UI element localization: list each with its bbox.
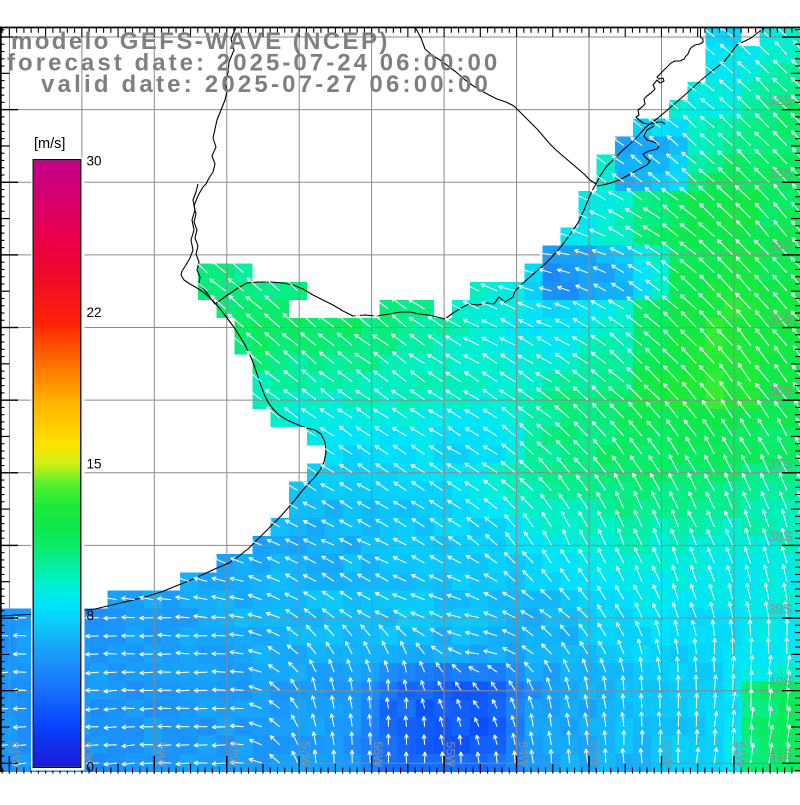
svg-text:forecast date: 2025-07-24 06:0: forecast date: 2025-07-24 06:00:00 xyxy=(7,50,500,77)
svg-text:61W: 61W xyxy=(9,742,23,768)
svg-text:35S: 35S xyxy=(768,311,793,326)
svg-text:0: 0 xyxy=(87,760,95,775)
svg-text:32S: 32S xyxy=(768,93,793,108)
svg-text:41S: 41S xyxy=(768,747,793,762)
svg-text:60W: 60W xyxy=(81,742,95,768)
svg-text:15: 15 xyxy=(87,457,102,472)
svg-text:8: 8 xyxy=(87,608,95,623)
svg-text:58W: 58W xyxy=(226,742,240,768)
svg-text:59W: 59W xyxy=(154,742,168,768)
svg-text:52W: 52W xyxy=(661,742,675,768)
svg-text:37S: 37S xyxy=(768,456,793,471)
svg-text:33S: 33S xyxy=(768,166,793,181)
svg-text:56W: 56W xyxy=(371,742,385,768)
svg-text:36S: 36S xyxy=(768,384,793,399)
svg-text:53W: 53W xyxy=(588,742,602,768)
svg-text:40S: 40S xyxy=(768,674,793,689)
svg-text:39S: 39S xyxy=(768,602,793,617)
svg-text:modelo GEFS-WAVE (NCEP): modelo GEFS-WAVE (NCEP) xyxy=(11,28,390,55)
svg-text:54W: 54W xyxy=(516,742,530,768)
svg-text:[m/s]: [m/s] xyxy=(34,136,65,152)
svg-text:38S: 38S xyxy=(768,529,793,544)
svg-text:34S: 34S xyxy=(768,238,793,253)
svg-text:55W: 55W xyxy=(443,742,457,768)
svg-text:30: 30 xyxy=(87,154,102,169)
svg-text:57W: 57W xyxy=(298,742,312,768)
svg-text:51W: 51W xyxy=(733,742,747,768)
svg-text:22: 22 xyxy=(87,305,102,320)
svg-text:valid date: 2025-07-27 06:00:0: valid date: 2025-07-27 06:00:00 xyxy=(41,71,491,98)
